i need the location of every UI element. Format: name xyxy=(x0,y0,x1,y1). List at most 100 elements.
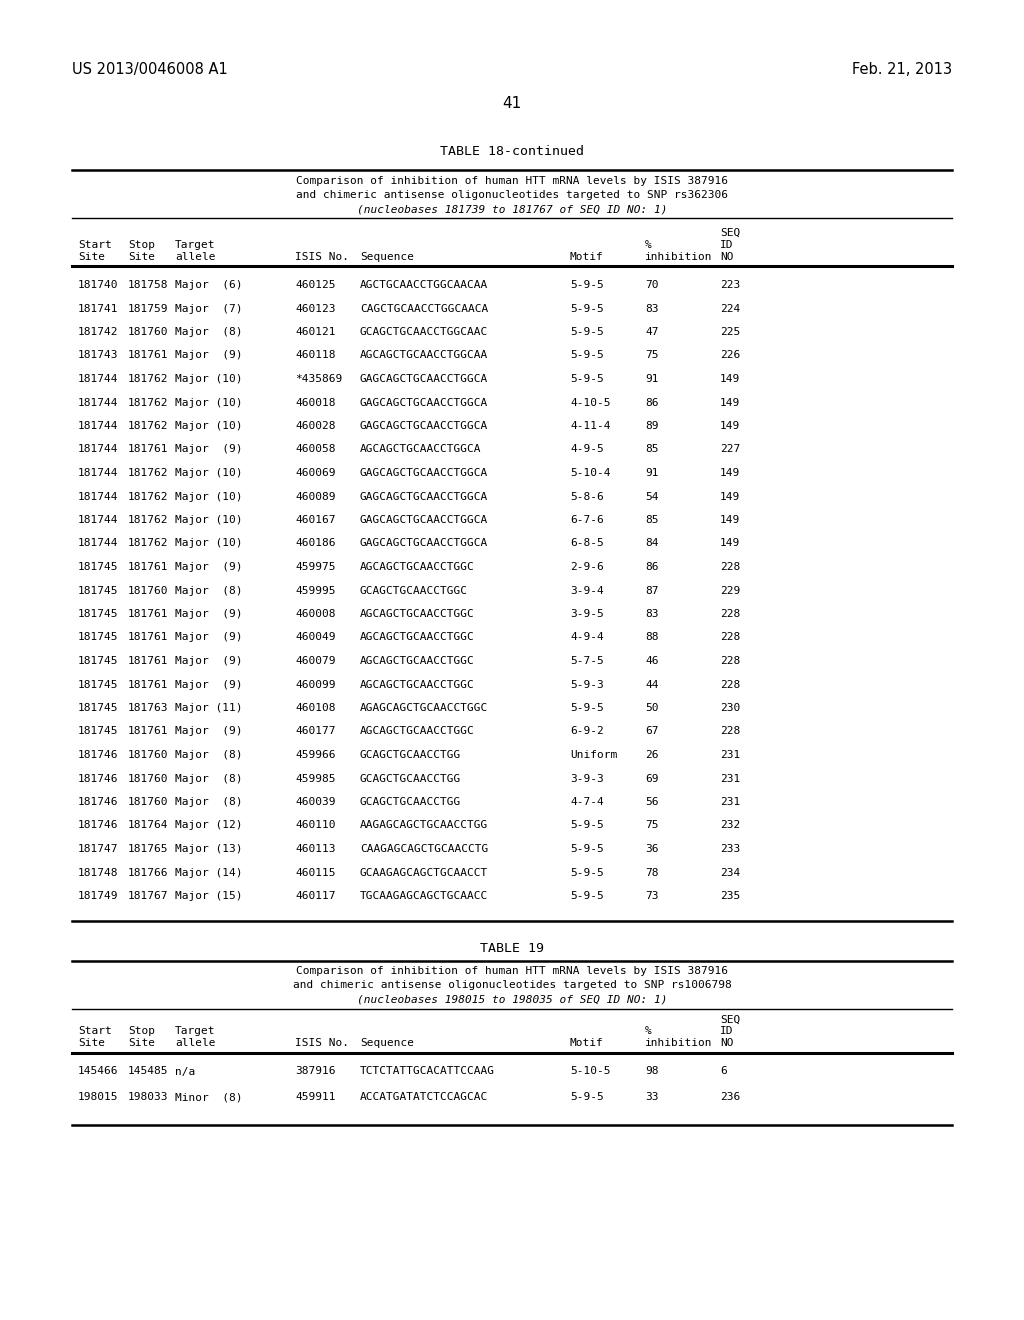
Text: GCAGCTGCAACCTGGCAAC: GCAGCTGCAACCTGGCAAC xyxy=(360,327,488,337)
Text: 5-9-5: 5-9-5 xyxy=(570,891,604,902)
Text: AGCAGCTGCAACCTGGC: AGCAGCTGCAACCTGGC xyxy=(360,726,475,737)
Text: 33: 33 xyxy=(645,1093,658,1102)
Text: 181764: 181764 xyxy=(128,821,169,830)
Text: 460108: 460108 xyxy=(295,704,336,713)
Text: 4-11-4: 4-11-4 xyxy=(570,421,610,432)
Text: Major (14): Major (14) xyxy=(175,867,243,878)
Text: 6-9-2: 6-9-2 xyxy=(570,726,604,737)
Text: 232: 232 xyxy=(720,821,740,830)
Text: SEQ: SEQ xyxy=(720,1015,740,1024)
Text: 4-7-4: 4-7-4 xyxy=(570,797,604,807)
Text: 460118: 460118 xyxy=(295,351,336,360)
Text: 228: 228 xyxy=(720,632,740,643)
Text: NO: NO xyxy=(720,1039,733,1048)
Text: 460089: 460089 xyxy=(295,491,336,502)
Text: 460018: 460018 xyxy=(295,397,336,408)
Text: 67: 67 xyxy=(645,726,658,737)
Text: 459985: 459985 xyxy=(295,774,336,784)
Text: 181745: 181745 xyxy=(78,562,119,572)
Text: 181746: 181746 xyxy=(78,774,119,784)
Text: n/a: n/a xyxy=(175,1067,196,1077)
Text: 223: 223 xyxy=(720,280,740,290)
Text: US 2013/0046008 A1: US 2013/0046008 A1 xyxy=(72,62,227,77)
Text: 224: 224 xyxy=(720,304,740,314)
Text: and chimeric antisense oligonucleotides targeted to SNP rs1006798: and chimeric antisense oligonucleotides … xyxy=(293,981,731,990)
Text: 75: 75 xyxy=(645,821,658,830)
Text: Site: Site xyxy=(78,252,105,261)
Text: Comparison of inhibition of human HTT mRNA levels by ISIS 387916: Comparison of inhibition of human HTT mR… xyxy=(296,966,728,977)
Text: Major  (9): Major (9) xyxy=(175,656,243,667)
Text: 181767: 181767 xyxy=(128,891,169,902)
Text: Major  (9): Major (9) xyxy=(175,562,243,572)
Text: 225: 225 xyxy=(720,327,740,337)
Text: 181744: 181744 xyxy=(78,421,119,432)
Text: Stop: Stop xyxy=(128,240,155,249)
Text: 181761: 181761 xyxy=(128,609,169,619)
Text: Major (12): Major (12) xyxy=(175,821,243,830)
Text: Feb. 21, 2013: Feb. 21, 2013 xyxy=(852,62,952,77)
Text: ISIS No.: ISIS No. xyxy=(295,252,349,261)
Text: 181748: 181748 xyxy=(78,867,119,878)
Text: 145466: 145466 xyxy=(78,1067,119,1077)
Text: 198033: 198033 xyxy=(128,1093,169,1102)
Text: 5-9-5: 5-9-5 xyxy=(570,867,604,878)
Text: 181761: 181761 xyxy=(128,562,169,572)
Text: 4-9-4: 4-9-4 xyxy=(570,632,604,643)
Text: 226: 226 xyxy=(720,351,740,360)
Text: Target: Target xyxy=(175,240,215,249)
Text: 460117: 460117 xyxy=(295,891,336,902)
Text: 236: 236 xyxy=(720,1093,740,1102)
Text: 149: 149 xyxy=(720,374,740,384)
Text: Major (13): Major (13) xyxy=(175,843,243,854)
Text: 85: 85 xyxy=(645,445,658,454)
Text: AAGAGCAGCTGCAACCTGG: AAGAGCAGCTGCAACCTGG xyxy=(360,821,488,830)
Text: allele: allele xyxy=(175,1039,215,1048)
Text: TCTCTATTGCACATTCCAAG: TCTCTATTGCACATTCCAAG xyxy=(360,1067,495,1077)
Text: 149: 149 xyxy=(720,539,740,549)
Text: Minor  (8): Minor (8) xyxy=(175,1093,243,1102)
Text: 181761: 181761 xyxy=(128,632,169,643)
Text: 460121: 460121 xyxy=(295,327,336,337)
Text: 5-9-3: 5-9-3 xyxy=(570,680,604,689)
Text: GAGCAGCTGCAACCTGGCA: GAGCAGCTGCAACCTGGCA xyxy=(360,397,488,408)
Text: AGCAGCTGCAACCTGGCA: AGCAGCTGCAACCTGGCA xyxy=(360,445,481,454)
Text: 460113: 460113 xyxy=(295,843,336,854)
Text: GCAGCTGCAACCTGG: GCAGCTGCAACCTGG xyxy=(360,774,461,784)
Text: 181749: 181749 xyxy=(78,891,119,902)
Text: NO: NO xyxy=(720,252,733,261)
Text: 47: 47 xyxy=(645,327,658,337)
Text: 181746: 181746 xyxy=(78,821,119,830)
Text: 181745: 181745 xyxy=(78,656,119,667)
Text: Major  (9): Major (9) xyxy=(175,609,243,619)
Text: 181766: 181766 xyxy=(128,867,169,878)
Text: 181744: 181744 xyxy=(78,515,119,525)
Text: 230: 230 xyxy=(720,704,740,713)
Text: 83: 83 xyxy=(645,609,658,619)
Text: 41: 41 xyxy=(503,96,521,111)
Text: 181762: 181762 xyxy=(128,397,169,408)
Text: 6-7-6: 6-7-6 xyxy=(570,515,604,525)
Text: 181760: 181760 xyxy=(128,774,169,784)
Text: 387916: 387916 xyxy=(295,1067,336,1077)
Text: AGCTGCAACCTGGCAACAA: AGCTGCAACCTGGCAACAA xyxy=(360,280,488,290)
Text: 6-8-5: 6-8-5 xyxy=(570,539,604,549)
Text: AGAGCAGCTGCAACCTGGC: AGAGCAGCTGCAACCTGGC xyxy=(360,704,488,713)
Text: 227: 227 xyxy=(720,445,740,454)
Text: 4-10-5: 4-10-5 xyxy=(570,397,610,408)
Text: Major  (8): Major (8) xyxy=(175,774,243,784)
Text: 181745: 181745 xyxy=(78,726,119,737)
Text: 5-10-4: 5-10-4 xyxy=(570,469,610,478)
Text: Major  (8): Major (8) xyxy=(175,586,243,595)
Text: 6: 6 xyxy=(720,1067,727,1077)
Text: 3-9-3: 3-9-3 xyxy=(570,774,604,784)
Text: Sequence: Sequence xyxy=(360,1039,414,1048)
Text: 181758: 181758 xyxy=(128,280,169,290)
Text: 5-9-5: 5-9-5 xyxy=(570,704,604,713)
Text: %: % xyxy=(645,240,651,249)
Text: 228: 228 xyxy=(720,656,740,667)
Text: 91: 91 xyxy=(645,374,658,384)
Text: 2-9-6: 2-9-6 xyxy=(570,562,604,572)
Text: 85: 85 xyxy=(645,515,658,525)
Text: (nucleobases 181739 to 181767 of SEQ ID NO: 1): (nucleobases 181739 to 181767 of SEQ ID … xyxy=(356,205,668,214)
Text: 5-9-5: 5-9-5 xyxy=(570,304,604,314)
